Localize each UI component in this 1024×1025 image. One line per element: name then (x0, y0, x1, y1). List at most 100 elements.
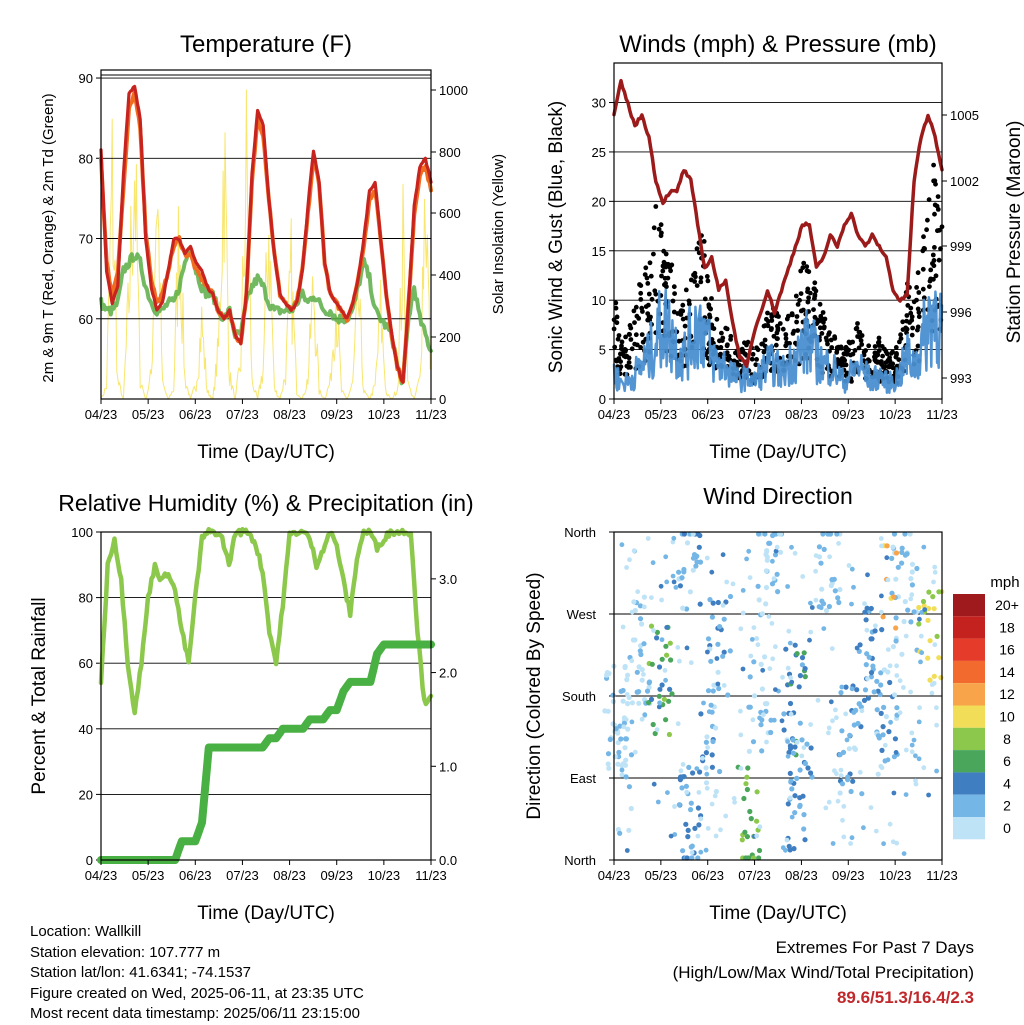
direction-point (687, 589, 694, 595)
direction-point (799, 655, 806, 661)
direction-point (754, 818, 760, 824)
gust-point (889, 350, 894, 356)
gust-point (704, 274, 710, 279)
direction-point (809, 605, 815, 610)
gust-point (705, 278, 711, 284)
direction-point (703, 780, 710, 786)
direction-point (661, 696, 668, 702)
direction-point (648, 696, 655, 703)
direction-point (656, 664, 663, 670)
gust-point (626, 331, 632, 337)
gust-point (658, 233, 664, 239)
direction-point (727, 593, 734, 600)
direction-point (879, 627, 885, 633)
wind-direction-ylabel: Direction (Colored By Speed) (524, 572, 545, 819)
direction-point (792, 550, 798, 556)
gust-point (855, 321, 860, 326)
gust-point (926, 197, 932, 203)
gust-point (765, 323, 771, 329)
direction-point (837, 752, 843, 758)
gust-point (931, 162, 936, 168)
direction-point (713, 833, 719, 839)
humidity-line (98, 526, 434, 716)
direction-point (931, 579, 936, 585)
direction-point (694, 553, 700, 559)
direction-point (694, 559, 700, 565)
gust-point (619, 346, 624, 352)
direction-point (646, 680, 652, 686)
direction-point (826, 799, 832, 805)
direction-point (809, 774, 815, 780)
direction-point (764, 739, 769, 745)
direction-point (628, 805, 634, 812)
direction-point (625, 701, 631, 707)
direction-point (617, 723, 623, 729)
gust-point (927, 284, 932, 289)
direction-point (703, 847, 709, 853)
direction-point (622, 745, 628, 751)
direction-point (710, 688, 716, 694)
gust-point (659, 273, 664, 279)
gust-point (856, 345, 862, 351)
direction-point (740, 610, 746, 616)
direction-point (909, 730, 915, 736)
gust-point (837, 360, 843, 365)
gust-point (804, 268, 810, 274)
direction-point (738, 708, 743, 714)
direction-point (668, 833, 674, 839)
pressure-y2tick-label: 1002 (950, 174, 979, 189)
wind-xtick-label: 08/23 (785, 407, 818, 422)
gust-point (879, 359, 884, 364)
direction-point (876, 735, 882, 741)
direction-point (790, 737, 796, 743)
direction-point (901, 851, 907, 856)
direction-point (785, 753, 791, 759)
temp-xtick-label: 05/23 (132, 407, 165, 422)
direction-point (770, 532, 776, 539)
direction-point (861, 697, 868, 704)
direction-point (676, 802, 683, 808)
direction-point (704, 771, 710, 777)
direction-point (788, 675, 793, 681)
gust-point (934, 203, 940, 209)
colorbar-swatch (953, 683, 985, 706)
direction-point (891, 790, 897, 796)
direction-point (635, 589, 641, 595)
gust-point (643, 265, 649, 271)
temp-xtick-label: 11/23 (415, 407, 447, 422)
direction-point (938, 675, 944, 681)
direction-point (757, 824, 763, 830)
direction-point (630, 637, 637, 643)
colorbar-swatch (953, 772, 985, 795)
direction-point (705, 636, 712, 642)
temp-xtick-label: 06/23 (179, 407, 212, 422)
gust-point (780, 326, 786, 332)
temp-2m-line (99, 84, 433, 384)
gust-point (660, 263, 666, 269)
gust-point (932, 245, 937, 250)
direction-point (839, 781, 846, 787)
direction-point (664, 652, 670, 658)
direction-point (679, 575, 685, 581)
direction-ytick-label: South (562, 689, 596, 704)
direction-point (784, 837, 790, 843)
gust-point (798, 291, 804, 296)
gust-point (915, 343, 921, 349)
direction-point (654, 629, 661, 636)
direction-point (709, 752, 715, 758)
direction-point (772, 552, 779, 558)
direction-point (838, 690, 844, 696)
gust-point (920, 248, 926, 254)
wind-xtick-label: 05/23 (645, 407, 678, 422)
gust-point (932, 211, 937, 217)
direction-point (709, 614, 716, 620)
wind-ytick-label: 10 (592, 293, 606, 308)
direction-point (917, 616, 922, 622)
direction-point (820, 531, 826, 537)
temperature-y2label: Solar Insolation (Yellow) (490, 154, 507, 314)
colorbar-swatch (953, 594, 985, 617)
direction-point (704, 785, 710, 791)
direction-point (715, 641, 721, 647)
direction-point (751, 659, 757, 665)
direction-point (678, 768, 684, 774)
